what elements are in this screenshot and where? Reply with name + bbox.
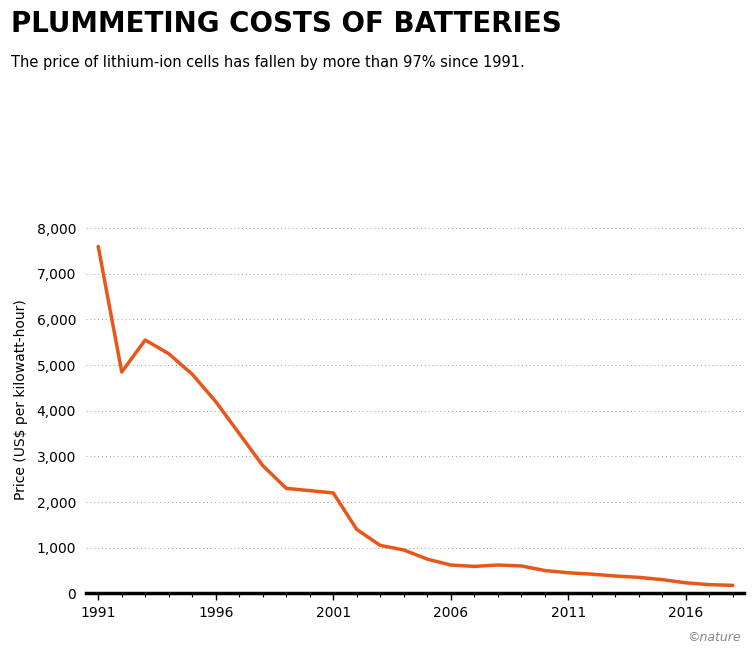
Text: ©nature: ©nature	[687, 631, 741, 644]
Text: The price of lithium-ion cells has fallen by more than 97% since 1991.: The price of lithium-ion cells has falle…	[11, 55, 525, 70]
Text: PLUMMETING COSTS OF BATTERIES: PLUMMETING COSTS OF BATTERIES	[11, 10, 562, 38]
Y-axis label: Price (US$ per kilowatt-hour): Price (US$ per kilowatt-hour)	[14, 299, 29, 499]
